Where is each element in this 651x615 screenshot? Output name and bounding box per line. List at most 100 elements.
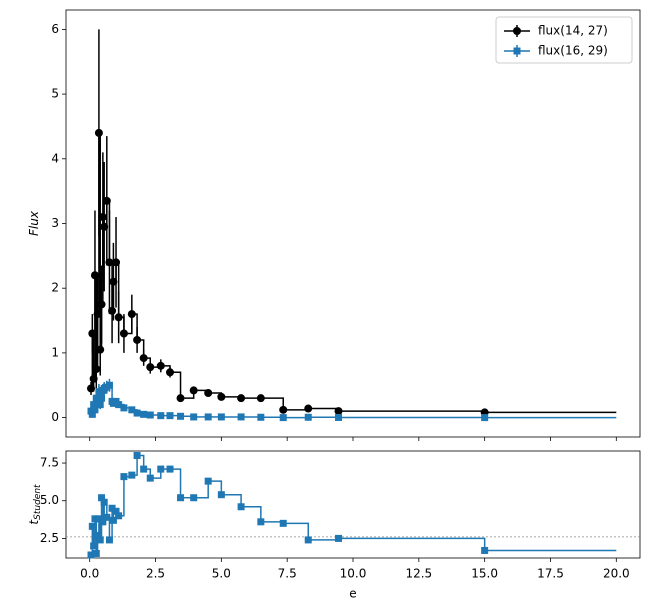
y-axis-label-main: Flux (27, 210, 41, 236)
data-point (167, 412, 174, 419)
data-point (257, 518, 264, 525)
data-point (96, 346, 104, 354)
y-tick-label: 6 (51, 22, 59, 36)
x-tick-label: 20.0 (603, 567, 630, 581)
data-point (95, 129, 103, 137)
y-axis-label-sub: Student (33, 484, 43, 520)
y-axis-label: Flux (27, 210, 41, 236)
data-point (89, 523, 96, 530)
data-point (157, 362, 165, 370)
data-point (97, 536, 104, 543)
legend-label: flux(14, 27) (538, 24, 608, 38)
data-point (305, 414, 312, 421)
x-tick-label: 15.0 (471, 567, 498, 581)
y-tick-label: 4 (51, 151, 59, 165)
data-point (238, 413, 245, 420)
y-tick-label: 2.5 (40, 531, 59, 545)
data-point (280, 520, 287, 527)
data-point (106, 536, 113, 543)
data-point (237, 394, 245, 402)
data-point (335, 414, 342, 421)
data-point (120, 473, 127, 480)
data-point (128, 310, 136, 318)
data-point (157, 412, 164, 419)
x-tick-label: 17.5 (537, 567, 564, 581)
plot-frame (66, 10, 640, 437)
data-point (335, 407, 343, 415)
legend-label: flux(16, 29) (538, 44, 608, 58)
data-point (167, 466, 174, 473)
data-point (190, 413, 197, 420)
data-point (257, 394, 265, 402)
step-segment (170, 372, 181, 398)
x-tick-label: 5.0 (212, 567, 231, 581)
x-tick-label: 12.5 (405, 567, 432, 581)
data-point (92, 365, 100, 373)
data-point (103, 197, 111, 205)
y-tick-label: 2 (51, 281, 59, 295)
data-point (204, 389, 212, 397)
y-tick-label: 0 (51, 410, 59, 424)
data-point (115, 313, 123, 321)
y-tick-label: 1 (51, 345, 59, 359)
data-point (112, 258, 120, 266)
y-tick-label: 7.5 (40, 456, 59, 470)
data-point (103, 514, 110, 521)
data-point (147, 475, 154, 482)
data-point (134, 452, 141, 459)
data-point (108, 307, 116, 315)
data-point (134, 410, 141, 417)
data-point (335, 535, 342, 542)
data-point (133, 336, 141, 344)
data-point (218, 413, 225, 420)
data-point (218, 491, 225, 498)
data-point (305, 536, 312, 543)
legend-marker (514, 48, 521, 55)
data-point (205, 478, 212, 485)
data-point (205, 413, 212, 420)
data-point (177, 494, 184, 501)
x-tick-label: 10.0 (340, 567, 367, 581)
data-point (190, 386, 198, 394)
data-point (177, 413, 184, 420)
data-point (177, 394, 185, 402)
data-point (120, 329, 128, 337)
legend-marker (513, 27, 521, 35)
step-segment (91, 526, 92, 555)
plot-frame (66, 451, 640, 558)
data-point (304, 405, 312, 413)
data-point (146, 363, 154, 371)
data-point (481, 547, 488, 554)
data-point (128, 472, 135, 479)
data-point (140, 354, 148, 362)
y-tick-label: 5.0 (40, 493, 59, 507)
data-point (257, 414, 264, 421)
data-point (106, 382, 113, 389)
plot-area (66, 452, 640, 558)
step-segment (339, 538, 485, 550)
data-point (217, 393, 225, 401)
data-point (157, 466, 164, 473)
step-segment (308, 409, 338, 412)
data-point (98, 300, 106, 308)
x-tick-label: 7.5 (278, 567, 297, 581)
data-point (93, 550, 100, 557)
step-segment (339, 411, 485, 412)
data-point (99, 213, 107, 221)
data-point (140, 411, 147, 418)
data-point (147, 412, 154, 419)
y-tick-label: 5 (51, 87, 59, 101)
step-segment (308, 538, 338, 540)
x-axis-label: e (349, 587, 356, 601)
data-point (101, 499, 108, 506)
data-point (90, 542, 97, 549)
x-tick-label: 2.5 (146, 567, 165, 581)
plot-area (87, 29, 616, 421)
data-point (279, 406, 287, 414)
step-segment (170, 469, 181, 498)
data-point (280, 414, 287, 421)
data-point (166, 368, 174, 376)
data-point (238, 503, 245, 510)
data-point (481, 414, 488, 421)
data-point (115, 512, 122, 519)
